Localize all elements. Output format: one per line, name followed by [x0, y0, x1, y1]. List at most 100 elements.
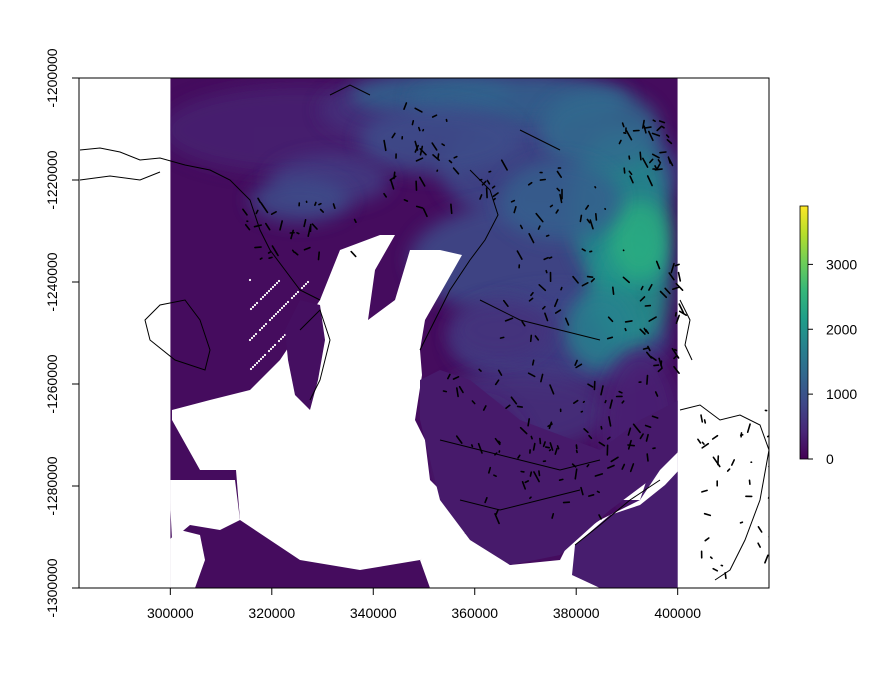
- speckle: [259, 297, 263, 301]
- ridge-streak: [632, 423, 641, 434]
- ridge-streak: [594, 186, 597, 189]
- ridge-streak: [595, 213, 598, 221]
- ridge-streak: [389, 178, 395, 190]
- speckle: [267, 409, 271, 413]
- y-tick-label: -1240000: [44, 252, 60, 311]
- speckle: [289, 387, 293, 391]
- ridge-streak: [627, 444, 635, 447]
- ridge-streak: [572, 275, 579, 284]
- speckle: [294, 412, 298, 416]
- ridge-streak: [658, 120, 666, 124]
- ridge-streak: [640, 285, 644, 291]
- ridge-streak: [712, 456, 721, 468]
- speckle: [263, 353, 267, 357]
- ridge-streak: [510, 199, 516, 203]
- ridge-streak: [478, 368, 482, 372]
- ridge-streak: [697, 438, 702, 444]
- ridge-streak: [493, 474, 497, 477]
- ridge-streak: [257, 197, 261, 203]
- speckle: [281, 455, 285, 459]
- speckle: [282, 424, 286, 428]
- coastline-path: [679, 404, 769, 581]
- ridge-streak: [415, 157, 424, 162]
- speckle: [250, 456, 254, 460]
- ridge-streak: [548, 256, 553, 259]
- ridge-streak: [642, 347, 649, 350]
- ridge-streak: [639, 433, 644, 440]
- coastline-path: [519, 129, 561, 151]
- ridge-streak: [659, 290, 668, 299]
- ridge-streak: [493, 197, 496, 201]
- speckle: [272, 314, 276, 318]
- ridge-streak: [628, 170, 633, 176]
- ridge-streak: [556, 445, 560, 450]
- ridge-streak: [254, 246, 262, 249]
- speckle: [269, 407, 273, 411]
- speckle: [270, 376, 274, 380]
- ridge-streak: [571, 463, 577, 468]
- ridge-streak: [554, 298, 559, 308]
- ridge-streak: [500, 159, 508, 171]
- ridge-streak: [703, 512, 712, 517]
- ridge-streak: [647, 345, 651, 352]
- speckle: [293, 443, 297, 447]
- ridge-streak: [587, 383, 594, 388]
- speckle: [277, 399, 281, 403]
- ridge-streak: [260, 202, 269, 214]
- speckle: [291, 445, 295, 449]
- speckle: [254, 332, 258, 336]
- ridge-streak: [678, 310, 687, 316]
- speckle: [274, 312, 278, 316]
- ridge-streak: [673, 365, 680, 374]
- no-data-water: [170, 235, 678, 588]
- ridge-streak: [612, 286, 615, 295]
- ridge-streak: [581, 248, 586, 252]
- speckle: [276, 430, 280, 434]
- speckle: [273, 283, 277, 287]
- ridge-streak: [431, 114, 438, 118]
- ridge-streak: [559, 193, 563, 204]
- ridge-streak: [534, 335, 540, 341]
- ridge-streak: [545, 234, 550, 237]
- ridge-streak: [455, 435, 463, 444]
- speckle: [278, 308, 282, 312]
- ridge-streak: [452, 376, 460, 380]
- ridge-streak: [491, 185, 496, 189]
- speckle: [287, 449, 291, 453]
- ridge-streak: [704, 537, 710, 542]
- speckle: [278, 368, 282, 372]
- speckle: [249, 367, 253, 371]
- ridge-streak: [481, 180, 487, 186]
- speckle: [255, 421, 259, 425]
- ridge-streak: [505, 404, 511, 409]
- ridge-streak: [311, 223, 318, 230]
- ridge-streak: [488, 466, 492, 474]
- ridge-streak: [767, 434, 769, 438]
- ridge-streak: [447, 373, 451, 380]
- ridge-streak: [675, 314, 680, 324]
- ridge-streak: [678, 303, 685, 314]
- ridge-streak: [521, 481, 526, 490]
- speckle: [256, 450, 260, 454]
- speckle: [278, 428, 282, 432]
- speckle: [300, 406, 304, 410]
- ridge-streak: [709, 556, 713, 560]
- ridge-streak: [660, 360, 663, 367]
- water-region: [170, 480, 240, 540]
- speckle: [248, 278, 252, 282]
- speckle: [276, 370, 280, 374]
- speckle: [280, 306, 284, 310]
- speckle: [267, 289, 271, 293]
- ridge-streak: [485, 187, 488, 199]
- ridge-streak: [527, 181, 533, 186]
- ridge-streak: [642, 157, 649, 168]
- ridge-streak: [551, 513, 555, 519]
- coastline-path: [574, 479, 661, 546]
- ridge-streak: [554, 447, 558, 455]
- ridge-streak: [624, 327, 627, 332]
- ridge-streak: [448, 159, 453, 164]
- ridge-streak: [418, 126, 421, 132]
- ridge-streak: [539, 437, 542, 445]
- ridge-streak: [629, 463, 635, 473]
- y-tick-label: -1260000: [44, 354, 60, 413]
